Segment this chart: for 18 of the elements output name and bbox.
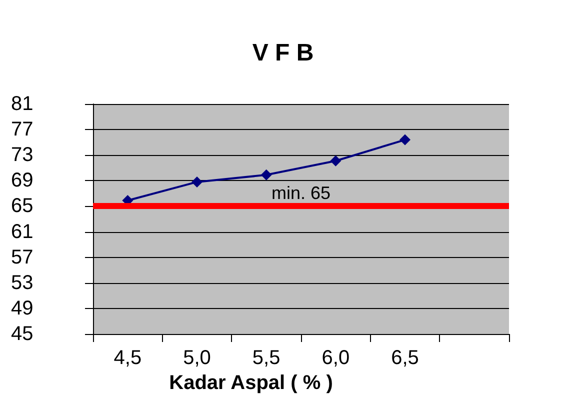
y-tick-label: 81 — [11, 93, 34, 115]
x-tick-label: 5,0 — [183, 347, 211, 369]
x-axis-title: Kadar Aspal ( % ) — [169, 372, 333, 394]
y-tick-label: 61 — [11, 220, 34, 243]
y-tick-label: 69 — [11, 170, 34, 192]
y-tick-label: 45 — [11, 323, 34, 345]
y-tick-label: 57 — [11, 246, 34, 268]
chart-title: V F B — [252, 40, 314, 66]
y-tick-label: 73 — [11, 144, 34, 166]
x-tick-label: 6,0 — [322, 347, 350, 369]
x-tick-label: 4,5 — [114, 347, 142, 369]
y-tick-label: 49 — [11, 297, 34, 320]
y-tick-label: 53 — [11, 272, 34, 294]
y-tick-label: 65 — [11, 195, 34, 218]
ref-line-label: min. 65 — [271, 183, 331, 204]
x-tick-label: 5,5 — [252, 347, 280, 369]
x-tick-label: 6,5 — [391, 347, 419, 369]
y-tick-label: 77 — [11, 118, 34, 141]
